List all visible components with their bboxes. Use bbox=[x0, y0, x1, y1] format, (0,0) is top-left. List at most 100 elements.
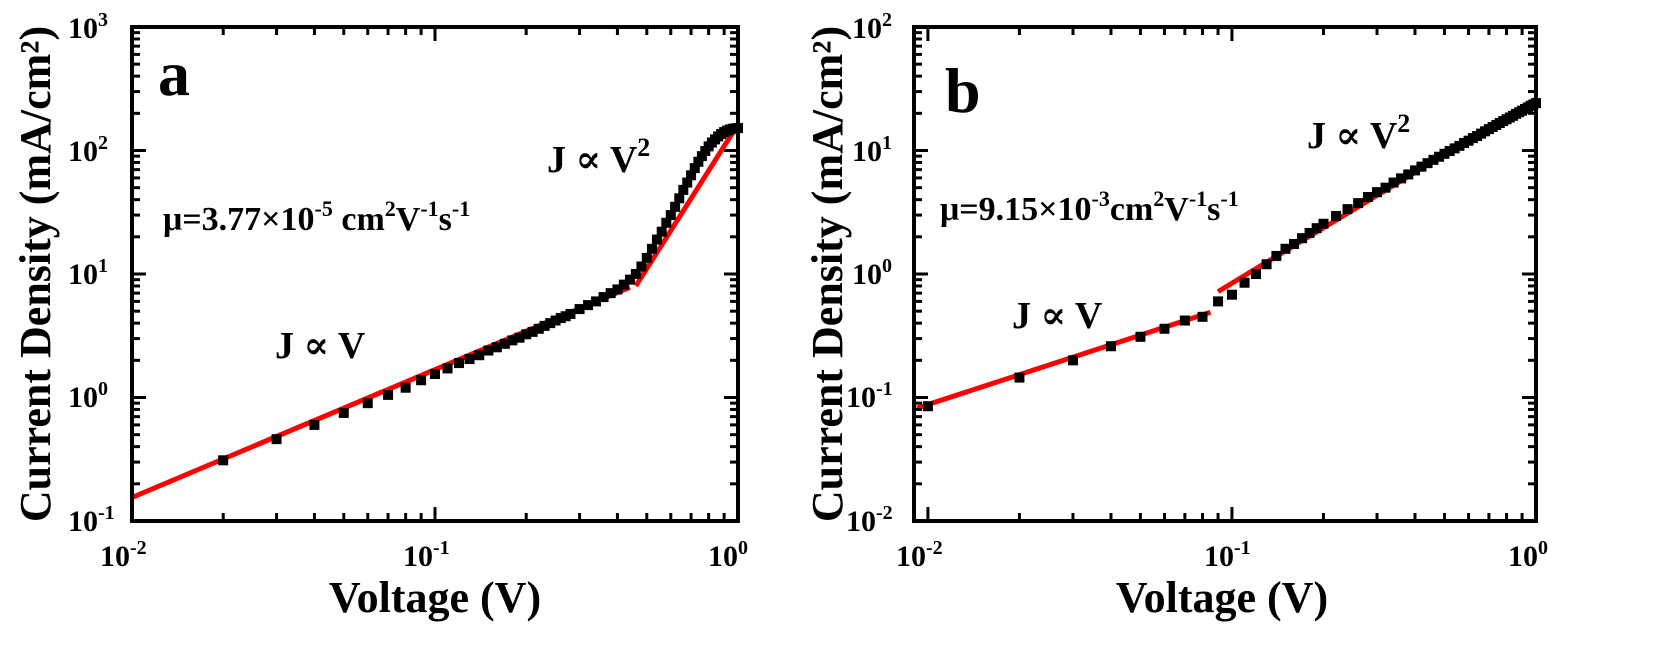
plot-frame bbox=[130, 25, 740, 523]
data-point bbox=[656, 226, 667, 237]
data-point bbox=[1197, 311, 1208, 322]
data-point bbox=[1439, 148, 1450, 159]
panel-b: 10-2 10-1 100 101 102 10-2 10-1 100 Volt… bbox=[803, 9, 1548, 622]
data-point bbox=[1434, 151, 1445, 162]
data-point bbox=[539, 320, 550, 331]
data-points bbox=[922, 98, 1541, 412]
y-tick-label: 10-1 bbox=[68, 502, 115, 538]
ohmic-annotation: J ∝ V bbox=[1012, 295, 1103, 337]
data-point bbox=[1251, 269, 1262, 279]
data-point bbox=[1331, 210, 1342, 221]
data-point bbox=[1159, 323, 1170, 334]
data-point bbox=[646, 243, 657, 254]
data-point bbox=[1239, 277, 1250, 288]
sclc-annotation: J ∝ V2 bbox=[1307, 109, 1410, 157]
mobility-label: μ=3.77×10-5 cm2V-1s-1 bbox=[163, 196, 470, 238]
data-point bbox=[565, 308, 576, 319]
data-point bbox=[442, 363, 453, 374]
data-point bbox=[1304, 227, 1315, 238]
data-point bbox=[527, 326, 538, 337]
mobility-label: μ=9.15×10-3cm2V-1s-1 bbox=[940, 186, 1239, 228]
data-point bbox=[416, 375, 427, 386]
y-axis-title: Current Density (mA/cm²) bbox=[803, 26, 852, 522]
data-point bbox=[1362, 192, 1373, 203]
data-point bbox=[430, 368, 440, 379]
x-axis-title: Voltage (V) bbox=[329, 573, 541, 622]
data-point bbox=[618, 279, 629, 290]
data-point bbox=[474, 350, 485, 361]
data-point bbox=[1380, 182, 1391, 193]
data-point bbox=[1396, 173, 1407, 184]
sclc-annotation: J ∝ V2 bbox=[547, 133, 650, 181]
data-point bbox=[1428, 154, 1439, 165]
data-point bbox=[499, 338, 510, 349]
data-point bbox=[678, 184, 689, 195]
data-point bbox=[682, 177, 693, 188]
data-point bbox=[696, 151, 707, 162]
tick-marks bbox=[912, 27, 1536, 523]
x-tick-label: 100 bbox=[1508, 537, 1548, 573]
data-point bbox=[583, 300, 594, 311]
panel-letter: a bbox=[158, 38, 190, 109]
data-point bbox=[693, 156, 704, 167]
data-point bbox=[661, 217, 672, 228]
data-point bbox=[550, 315, 561, 326]
y-tick-label: 100 bbox=[852, 255, 892, 291]
data-point bbox=[1179, 315, 1190, 326]
y-tick-label: 102 bbox=[852, 9, 892, 45]
y-tick-label: 101 bbox=[68, 255, 108, 291]
data-point bbox=[651, 234, 662, 245]
data-point bbox=[1014, 372, 1025, 383]
data-point bbox=[514, 332, 525, 343]
data-point bbox=[1261, 259, 1272, 270]
data-point bbox=[521, 329, 532, 340]
data-point bbox=[1226, 289, 1237, 300]
data-point bbox=[1318, 218, 1329, 229]
data-point bbox=[1372, 187, 1383, 198]
fit-lines bbox=[916, 97, 1538, 411]
data-point bbox=[1353, 198, 1364, 209]
panel-letter: b bbox=[945, 55, 981, 126]
data-point bbox=[271, 434, 282, 445]
tick-marks bbox=[130, 27, 738, 523]
data-point bbox=[1410, 165, 1421, 176]
data-point bbox=[1388, 177, 1399, 188]
data-point bbox=[464, 353, 475, 364]
data-point bbox=[545, 318, 556, 329]
data-point bbox=[507, 335, 518, 346]
data-point bbox=[686, 170, 697, 181]
data-point bbox=[922, 401, 933, 412]
x-tick-label: 100 bbox=[708, 537, 748, 573]
data-point bbox=[483, 345, 494, 356]
x-tick-label: 10-1 bbox=[403, 537, 450, 573]
data-points bbox=[218, 123, 743, 466]
x-axis-title: Voltage (V) bbox=[1116, 573, 1328, 622]
y-tick-label: 102 bbox=[68, 132, 108, 168]
data-point bbox=[1289, 238, 1300, 249]
y-tick-label: 10-2 bbox=[846, 502, 893, 538]
x-tick-label: 10-2 bbox=[896, 537, 943, 573]
data-point bbox=[1271, 250, 1282, 261]
data-point bbox=[605, 288, 616, 299]
data-point bbox=[1105, 341, 1116, 352]
data-point bbox=[574, 304, 585, 315]
data-point bbox=[665, 210, 676, 221]
data-point bbox=[362, 398, 373, 409]
ohmic-annotation: J ∝ V bbox=[275, 325, 366, 367]
y-tick-label: 101 bbox=[852, 132, 892, 168]
data-point bbox=[383, 389, 394, 400]
data-point bbox=[1280, 243, 1291, 254]
data-point bbox=[598, 292, 609, 303]
data-point bbox=[1342, 204, 1353, 215]
data-point bbox=[624, 274, 635, 285]
data-point bbox=[338, 407, 349, 418]
data-point bbox=[636, 261, 647, 272]
x-tick-label: 10-1 bbox=[1204, 537, 1251, 573]
data-point bbox=[641, 252, 652, 263]
data-point bbox=[1135, 331, 1146, 342]
x-tick-label: 10-2 bbox=[100, 537, 147, 573]
data-point bbox=[670, 201, 681, 212]
fit-lines bbox=[131, 129, 737, 500]
data-point bbox=[689, 163, 700, 174]
